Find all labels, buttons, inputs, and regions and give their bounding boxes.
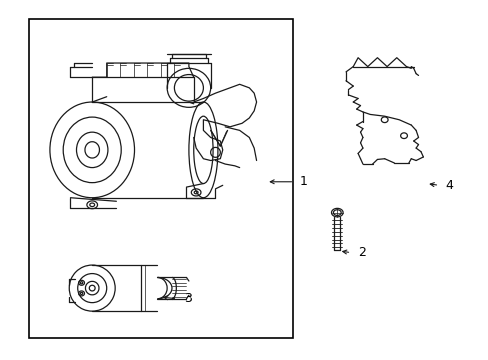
Text: 4: 4 <box>444 179 452 192</box>
Text: 3: 3 <box>183 292 192 305</box>
Text: 1: 1 <box>300 175 307 188</box>
Text: 2: 2 <box>357 246 365 259</box>
Bar <box>29 19 292 338</box>
